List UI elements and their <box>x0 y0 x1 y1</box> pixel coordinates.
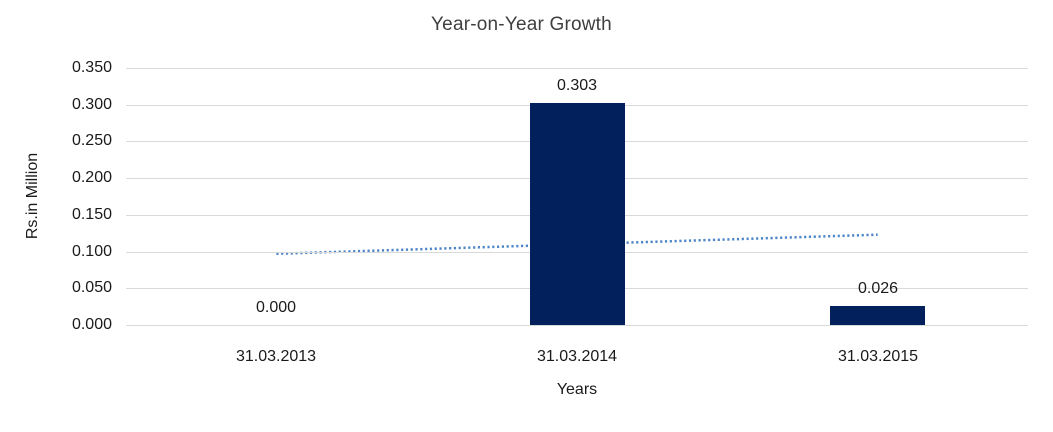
x-axis-title: Years <box>556 381 598 398</box>
y-tick-label: 0.200 <box>71 169 112 186</box>
y-tick-label: 0.250 <box>71 132 112 149</box>
gridline <box>126 325 1028 326</box>
plot-area: 0.000 0.050 0.100 0.150 0.200 0.250 0.300 0.350… <box>72 60 1028 333</box>
y-tick-label: 0.100 <box>71 243 112 260</box>
x-category-label: 31.03.2014 <box>536 348 618 365</box>
y-tick-label: 0.000 <box>71 316 112 333</box>
x-category-label: 31.03.2015 <box>837 348 919 365</box>
y-tick-label: 0.300 <box>71 96 112 113</box>
trendline <box>276 233 878 256</box>
chart-title: Year-on-Year Growth <box>431 14 612 35</box>
y-tick-label: 0.050 <box>71 279 112 296</box>
data-label: 0.000 <box>255 299 297 316</box>
bar-31.03.2014 <box>530 103 625 325</box>
data-label: 0.026 <box>857 280 899 297</box>
x-category-label: 31.03.2013 <box>235 348 317 365</box>
chart-frame: Year-on-Year Growth 0.000 0.050 0.100 0.150… <box>24 14 1028 398</box>
gridline <box>126 68 1028 69</box>
y-tick-label: 0.350 <box>71 59 112 76</box>
bar-31.03.2015 <box>830 306 925 325</box>
y-tick-label: 0.150 <box>71 206 112 223</box>
y-axis-title: Rs.in Million <box>24 152 41 240</box>
data-label: 0.303 <box>556 77 598 94</box>
trendline-path <box>276 233 878 256</box>
